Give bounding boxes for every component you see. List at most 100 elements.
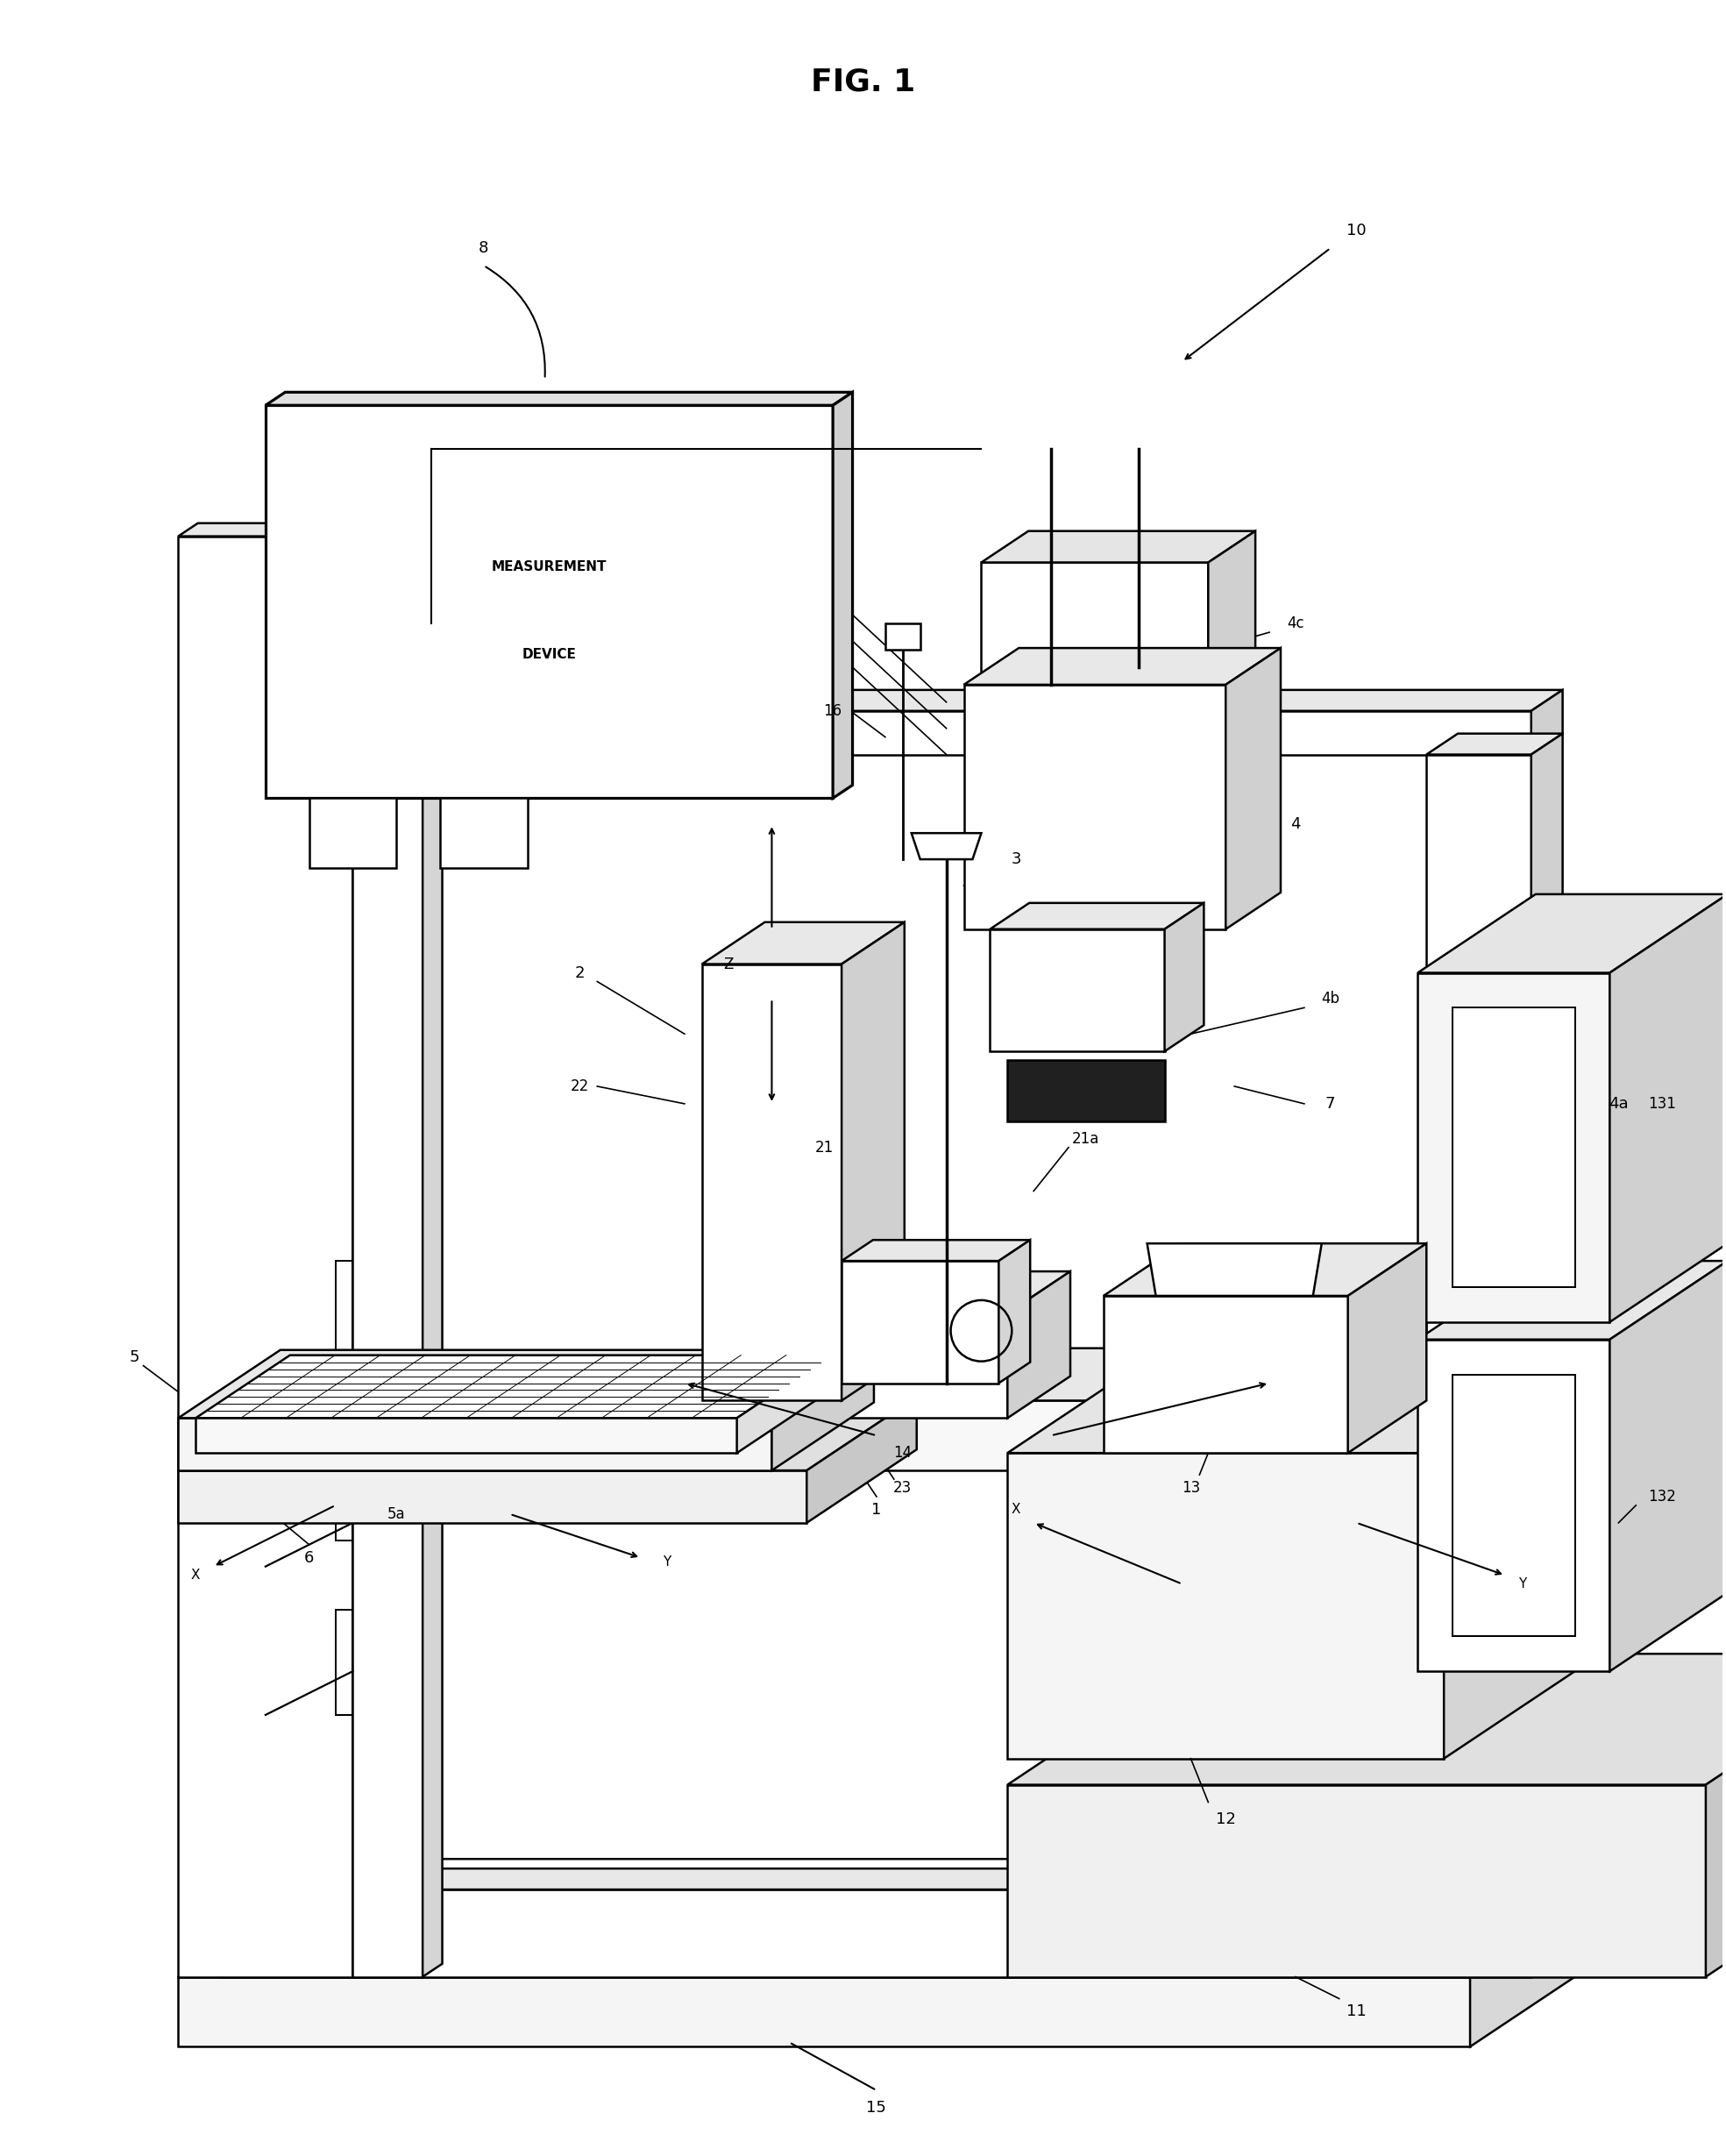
Text: 3: 3 — [1011, 852, 1022, 867]
Polygon shape — [963, 649, 1281, 686]
Polygon shape — [1610, 895, 1726, 1322]
Text: MEASUREMENT: MEASUREMENT — [492, 561, 608, 573]
Polygon shape — [834, 1272, 1070, 1313]
Polygon shape — [772, 1350, 873, 1470]
Polygon shape — [885, 623, 920, 649]
Polygon shape — [195, 1356, 832, 1419]
Polygon shape — [702, 964, 842, 1401]
Text: 131: 131 — [1648, 1095, 1676, 1112]
Polygon shape — [335, 1436, 352, 1539]
Text: 11: 11 — [1346, 2003, 1367, 2020]
Polygon shape — [178, 1350, 873, 1419]
Text: 5: 5 — [129, 1350, 140, 1365]
Polygon shape — [1008, 1654, 1726, 1785]
Polygon shape — [1445, 1354, 1593, 1759]
Polygon shape — [352, 537, 449, 666]
Polygon shape — [1225, 649, 1281, 929]
Polygon shape — [309, 798, 397, 869]
Text: 4: 4 — [1291, 817, 1301, 832]
Polygon shape — [1426, 755, 1531, 1889]
Text: 5a: 5a — [387, 1507, 406, 1522]
Polygon shape — [178, 524, 373, 537]
Polygon shape — [1008, 1272, 1070, 1419]
Polygon shape — [834, 392, 853, 798]
Text: 16: 16 — [823, 703, 842, 718]
Text: 10: 10 — [1346, 222, 1367, 239]
Polygon shape — [806, 1397, 917, 1522]
Polygon shape — [440, 798, 528, 869]
Polygon shape — [1531, 690, 1562, 755]
Text: Y: Y — [663, 1554, 671, 1570]
Polygon shape — [195, 1419, 737, 1453]
Polygon shape — [991, 929, 1165, 1052]
Polygon shape — [1165, 903, 1203, 1052]
Polygon shape — [1531, 733, 1562, 1889]
Polygon shape — [266, 392, 853, 405]
Polygon shape — [991, 903, 1203, 929]
Text: X: X — [1011, 1503, 1020, 1516]
Polygon shape — [1417, 1339, 1610, 1671]
Text: 1: 1 — [872, 1503, 882, 1518]
Text: 4c: 4c — [1288, 617, 1305, 632]
Polygon shape — [1453, 1373, 1574, 1636]
Polygon shape — [963, 686, 1225, 929]
Text: 21a: 21a — [1072, 1130, 1099, 1147]
Polygon shape — [842, 1240, 1030, 1261]
Polygon shape — [702, 1401, 1400, 1470]
Text: Z: Z — [723, 955, 734, 972]
Polygon shape — [335, 1611, 352, 1714]
Polygon shape — [702, 1348, 1479, 1401]
Polygon shape — [842, 923, 904, 1401]
Polygon shape — [266, 405, 834, 798]
Text: 23: 23 — [894, 1479, 911, 1496]
Polygon shape — [223, 690, 1562, 711]
Text: 12: 12 — [1215, 1811, 1236, 1828]
Text: DEVICE: DEVICE — [521, 647, 576, 660]
Polygon shape — [1208, 530, 1255, 686]
Polygon shape — [1705, 1654, 1726, 1977]
Polygon shape — [1400, 1348, 1479, 1470]
Polygon shape — [178, 1977, 1471, 2046]
Polygon shape — [223, 711, 1531, 755]
Text: 7: 7 — [1326, 1095, 1336, 1112]
Polygon shape — [1426, 733, 1562, 755]
Polygon shape — [1008, 1453, 1445, 1759]
Polygon shape — [1008, 1354, 1593, 1453]
Polygon shape — [178, 1397, 917, 1470]
Text: 2: 2 — [575, 966, 585, 981]
Polygon shape — [371, 733, 402, 1889]
Polygon shape — [352, 524, 373, 1977]
Polygon shape — [423, 524, 442, 1977]
Polygon shape — [1103, 1296, 1348, 1453]
Polygon shape — [737, 1356, 832, 1453]
Polygon shape — [1531, 1869, 1562, 1977]
Polygon shape — [223, 1869, 1562, 1889]
FancyArrowPatch shape — [485, 267, 545, 377]
Text: FIG. 1: FIG. 1 — [811, 67, 917, 97]
Polygon shape — [1148, 1244, 1322, 1296]
Polygon shape — [178, 1470, 806, 1522]
Polygon shape — [178, 537, 352, 1977]
Polygon shape — [1008, 1785, 1705, 1977]
Text: 21: 21 — [815, 1141, 834, 1156]
Polygon shape — [335, 1261, 352, 1365]
Polygon shape — [702, 923, 904, 964]
Text: 15: 15 — [866, 2100, 887, 2115]
Polygon shape — [223, 1889, 1531, 1977]
Text: Y: Y — [1519, 1578, 1526, 1591]
Polygon shape — [1417, 895, 1726, 972]
Polygon shape — [178, 1419, 772, 1470]
Text: 13: 13 — [1182, 1479, 1200, 1496]
Polygon shape — [911, 832, 982, 860]
Text: 22: 22 — [570, 1078, 589, 1095]
Text: 132: 132 — [1648, 1490, 1676, 1505]
Polygon shape — [1417, 972, 1610, 1322]
Text: 14: 14 — [894, 1445, 911, 1462]
Polygon shape — [1417, 1261, 1726, 1339]
Polygon shape — [223, 755, 371, 1889]
Polygon shape — [999, 1240, 1030, 1384]
Polygon shape — [223, 733, 402, 755]
Polygon shape — [1610, 1261, 1726, 1671]
Text: X: X — [192, 1570, 200, 1583]
Text: 6: 6 — [304, 1550, 314, 1565]
